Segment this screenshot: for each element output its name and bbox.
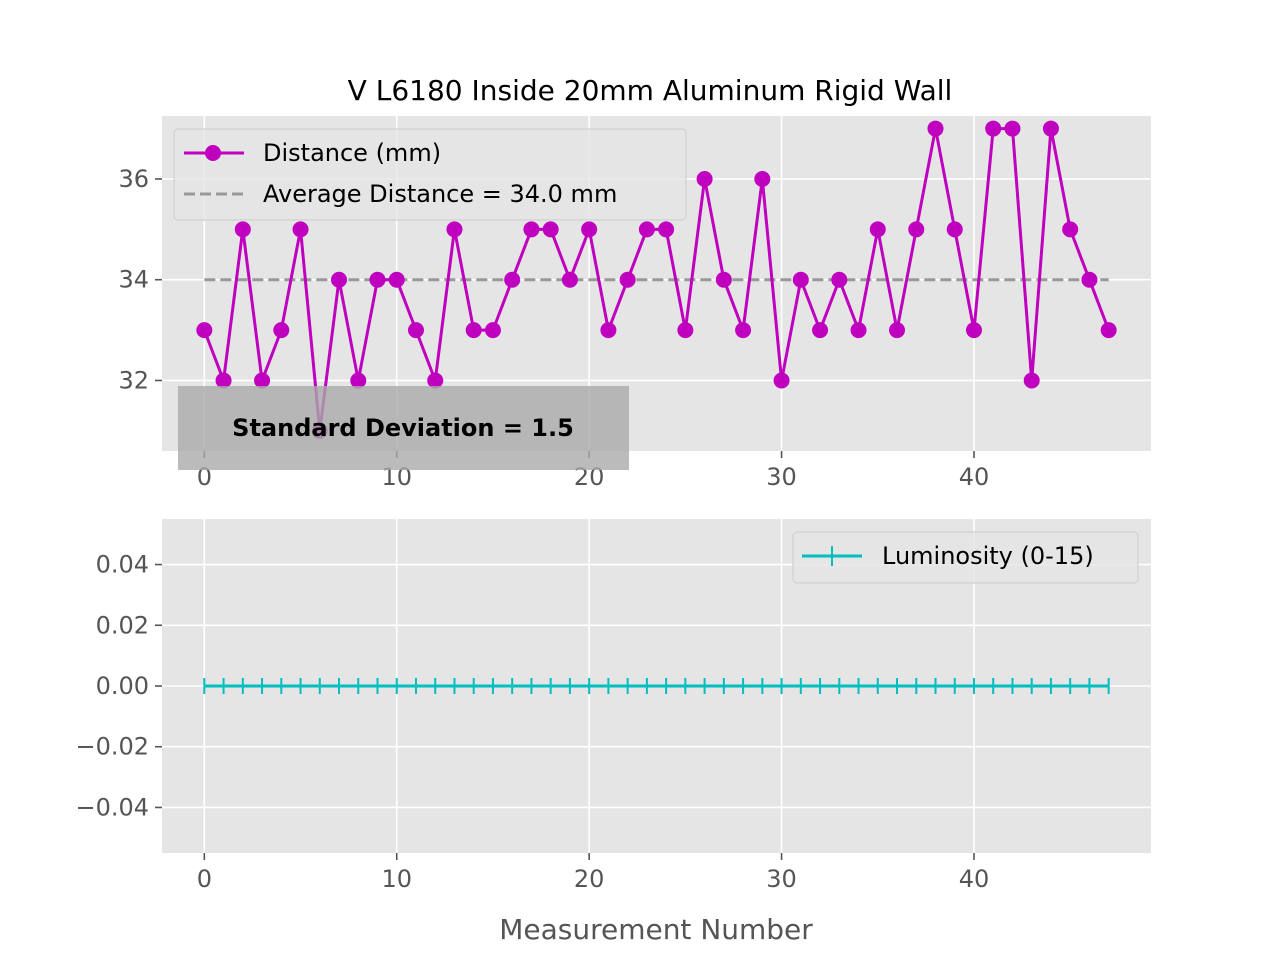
x-tick-label: 40	[959, 865, 990, 893]
distance-point	[927, 120, 944, 137]
distance-point	[1081, 271, 1098, 288]
legend-distance-marker	[205, 145, 221, 161]
distance-point	[446, 221, 463, 238]
distance-point	[215, 372, 232, 389]
distance-point	[542, 221, 559, 238]
legend-luminosity-label: Luminosity (0-15)	[882, 542, 1094, 570]
distance-point	[273, 322, 290, 339]
x-axis-label: Measurement Number	[499, 913, 813, 946]
distance-point	[773, 372, 790, 389]
luminosity-y-ticks: 0.04 0.02 0.00 −0.02 −0.04	[75, 551, 162, 821]
y-tick-label: 36	[118, 165, 149, 193]
x-tick-label: 30	[766, 865, 797, 893]
y-tick-label: 34	[118, 266, 149, 294]
distance-point	[388, 271, 405, 288]
distance-point	[1023, 372, 1040, 389]
std-dev-label: Standard Deviation = 1.5	[232, 414, 574, 442]
y-tick-label: 32	[118, 366, 149, 394]
distance-point	[600, 322, 617, 339]
distance-point	[350, 372, 367, 389]
distance-point	[331, 271, 348, 288]
x-tick-label: 20	[574, 865, 605, 893]
luminosity-series	[203, 678, 1110, 694]
distance-point	[677, 322, 694, 339]
distance-point	[561, 271, 578, 288]
distance-point	[715, 271, 732, 288]
distance-point	[484, 322, 501, 339]
distance-point	[965, 322, 982, 339]
luminosity-axes: 0 10 20 30 40 0.04 0.02 0.00 −0.02 −0.04 Luminos…	[75, 519, 1151, 946]
legend-distance-label: Distance (mm)	[263, 139, 441, 167]
distance-series	[196, 120, 1117, 439]
distance-point	[831, 271, 848, 288]
distance-point	[427, 372, 444, 389]
distance-point	[869, 221, 886, 238]
distance-point	[254, 372, 271, 389]
distance-point	[234, 221, 251, 238]
distance-point	[504, 271, 521, 288]
distance-point	[523, 221, 540, 238]
x-tick-label: 40	[959, 463, 990, 491]
distance-point	[985, 120, 1002, 137]
distance-point	[735, 322, 752, 339]
distance-point	[1100, 322, 1117, 339]
x-tick-label: 10	[381, 865, 412, 893]
distance-point	[638, 221, 655, 238]
distance-point	[792, 271, 809, 288]
y-tick-label: −0.02	[75, 733, 149, 761]
distance-point	[946, 221, 963, 238]
luminosity-x-ticks: 0 10 20 30 40	[197, 853, 990, 893]
distance-point	[1004, 120, 1021, 137]
distance-legend-frame	[173, 128, 687, 221]
distance-point	[658, 221, 675, 238]
distance-point	[1042, 120, 1059, 137]
std-dev-box	[178, 386, 629, 470]
chart-title: V L6180 Inside 20mm Aluminum Rigid Wall	[348, 74, 953, 107]
y-tick-label: 0.00	[96, 672, 149, 700]
luminosity-legend: Luminosity (0-15)	[792, 531, 1139, 584]
y-tick-label: 0.02	[96, 611, 149, 639]
distance-point	[196, 322, 213, 339]
distance-point	[754, 170, 771, 187]
distance-point	[407, 322, 424, 339]
distance-point	[369, 271, 386, 288]
distance-point	[465, 322, 482, 339]
x-tick-label: 30	[766, 463, 797, 491]
std-dev-annotation: Standard Deviation = 1.5	[178, 386, 629, 470]
distance-point	[812, 322, 829, 339]
distance-legend: Distance (mm) Average Distance = 34.0 mm	[173, 128, 687, 221]
distance-point	[850, 322, 867, 339]
y-tick-label: −0.04	[75, 793, 149, 821]
y-tick-label: 0.04	[96, 551, 149, 579]
x-tick-label: 0	[197, 865, 212, 893]
luminosity-legend-frame	[792, 531, 1139, 584]
distance-point	[581, 221, 598, 238]
distance-point	[619, 271, 636, 288]
distance-line	[202, 127, 1111, 433]
distance-point	[696, 170, 713, 187]
distance-point	[908, 221, 925, 238]
distance-y-ticks: 32 34 36	[118, 165, 162, 394]
distance-point	[1062, 221, 1079, 238]
distance-point	[292, 221, 309, 238]
distance-point	[889, 322, 906, 339]
legend-average-label: Average Distance = 34.0 mm	[263, 180, 617, 208]
